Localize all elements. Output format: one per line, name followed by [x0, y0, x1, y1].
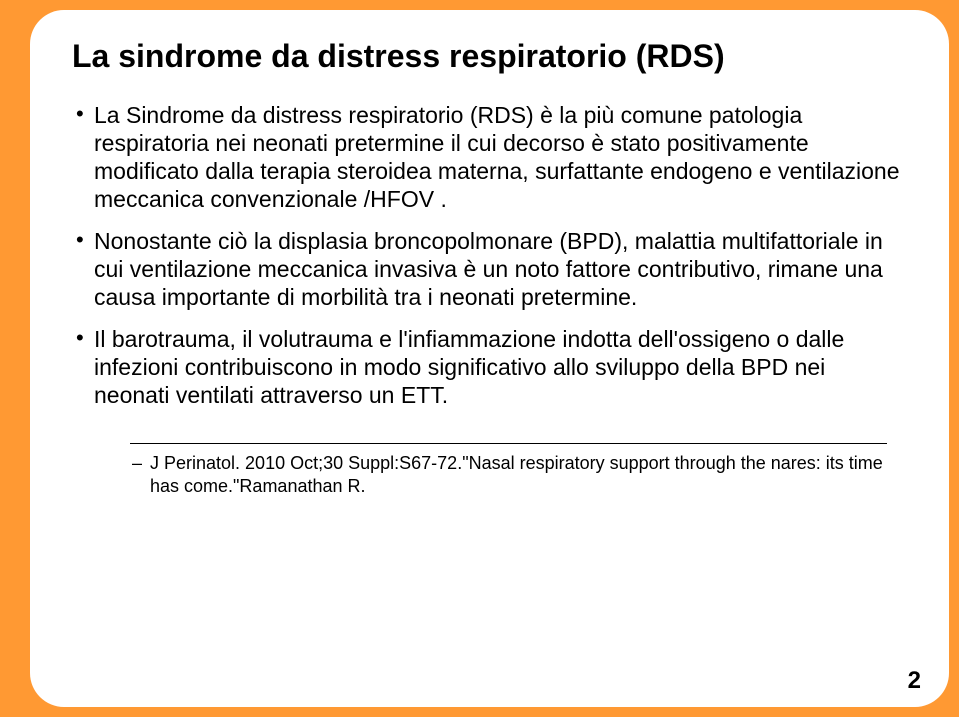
- slide-page: La sindrome da distress respiratorio (RD…: [30, 10, 949, 707]
- bullet-item: Nonostante ciò la displasia broncopolmon…: [72, 227, 907, 311]
- bullet-item: La Sindrome da distress respiratorio (RD…: [72, 101, 907, 213]
- citation-divider: [130, 443, 887, 444]
- slide-title: La sindrome da distress respiratorio (RD…: [72, 38, 907, 75]
- bullet-item: Il barotrauma, il volutrauma e l'infiamm…: [72, 325, 907, 409]
- bullet-list: La Sindrome da distress respiratorio (RD…: [72, 101, 907, 409]
- citation-block: J Perinatol. 2010 Oct;30 Suppl:S67-72."N…: [130, 443, 887, 497]
- slide-frame: La sindrome da distress respiratorio (RD…: [0, 0, 959, 717]
- page-number: 2: [908, 667, 921, 695]
- citation-text: J Perinatol. 2010 Oct;30 Suppl:S67-72."N…: [130, 452, 887, 497]
